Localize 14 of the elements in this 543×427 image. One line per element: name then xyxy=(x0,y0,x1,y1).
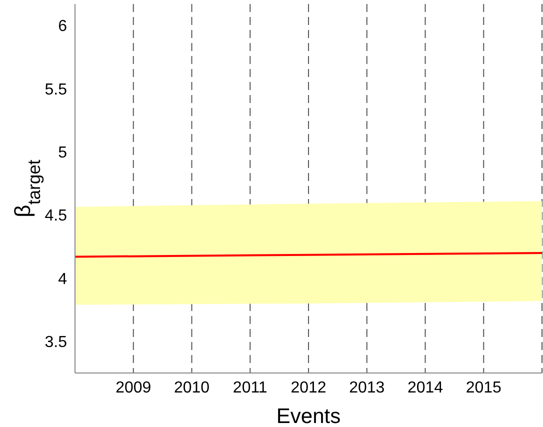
y-tick-label: 6 xyxy=(58,18,68,36)
x-axis-title: Events xyxy=(276,405,341,427)
x-tick-label: 2014 xyxy=(407,379,444,396)
y-tick-label: 3.5 xyxy=(44,334,68,352)
x-tick-label: 2010 xyxy=(174,379,210,396)
y-tick-label: 5.5 xyxy=(44,81,68,98)
y-tick-label: 4 xyxy=(58,270,68,288)
x-tick-label: 2011 xyxy=(232,379,268,396)
x-tick-label: 2009 xyxy=(116,379,152,396)
x-tick-label: 2015 xyxy=(466,379,502,396)
x-tick-label: 2012 xyxy=(290,379,326,396)
y-tick-label: 5 xyxy=(58,144,68,162)
x-tick-label: 2013 xyxy=(349,379,385,396)
y-tick-label: 4.5 xyxy=(44,208,68,225)
